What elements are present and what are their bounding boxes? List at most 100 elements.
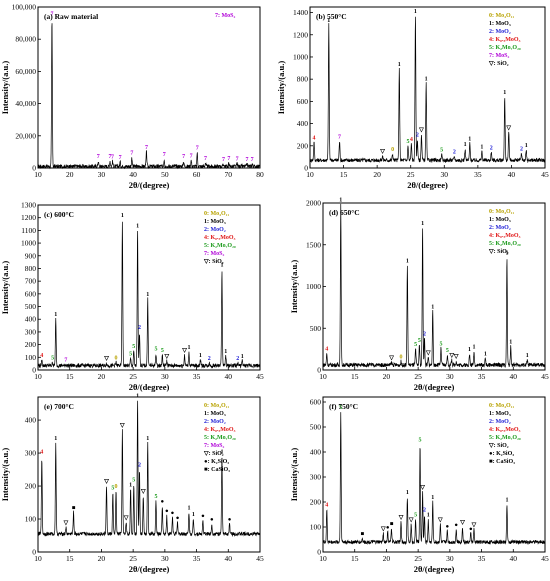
y-tick-label: 400 [310,448,322,457]
x-tick-label: 10 [34,170,42,179]
peak-label: 7 [222,157,225,163]
x-tick-label: 40 [225,554,233,563]
y-tick-label: 0 [304,164,308,173]
peak-label: 1 [505,498,508,504]
xrd-trace-a [37,23,261,170]
peak-label: 5 [154,494,157,500]
plot-frame [37,204,261,371]
peak-label: 5 [132,344,135,350]
peak-label: 2 [423,331,426,337]
peak-label: ▽ [408,518,414,524]
peak-label: 4 [40,353,43,359]
plot-frame [322,396,546,553]
peak-label: 7 [338,134,341,140]
peak-label: 4 [313,135,316,141]
peak-label: ● [469,526,473,532]
x-tick-label: 10 [319,554,327,563]
peak-label: ▽ [448,353,454,359]
x-tick-label: 35 [193,554,201,563]
y-tick-label: 100 [25,515,37,524]
x-tick-label: 30 [161,554,169,563]
peak-label: 7 [163,152,166,158]
x-tick-label: 30 [441,170,449,179]
peak-label: 1 [526,353,529,359]
peak-label: 1 [406,490,409,496]
peak-label: 1 [129,482,132,488]
peak-label: 7 [251,157,254,163]
peak-label: 7 [182,154,185,160]
peak-label: 1 [398,62,401,68]
legend-entry: 5: K₂Mo₇O₂₀ [204,243,236,249]
y-tick-label: 0 [32,164,36,173]
x-tick-label: 30 [98,170,106,179]
peak-label: 1 [146,292,149,298]
x-tick-label: 20 [66,170,74,179]
y-tick-label: 600 [310,398,322,407]
peak-label: 1 [468,347,471,353]
legend-entry: ▽: SiO₂ [488,61,509,67]
peak-label: 0 [115,355,118,361]
y-tick-label: 0 [32,548,36,557]
peak-label: ● [161,499,165,505]
y-tick-label: 1000 [293,52,308,61]
y-tick-label: 300 [310,473,322,482]
panel-title: (f) 750°C [329,402,358,411]
y-axis-title: Intensity/(a.u.) [0,261,10,315]
x-tick-label: 15 [351,372,359,381]
peak-label: ● [446,524,450,530]
peak-label: 2 [423,508,426,514]
peak-label: 7 [204,156,207,162]
y-tick-label: 2000 [306,199,321,208]
peak-label: ● [228,517,232,523]
peak-label: 5 [129,352,132,358]
legend-entry: 5: K₂Mo₇O₂₀ [489,241,521,247]
peak-label: ▽ [425,350,431,356]
peak-label: 1 [421,221,424,227]
x-tick-label: 35 [193,372,201,381]
legend-entry: 2: MoO₂ [489,419,511,425]
xrd-trace-c [37,221,261,369]
peak-label: 1 [187,345,190,351]
legend-entry: 5: K₂Mo₇O₂₀ [489,45,521,51]
plot-frame [309,6,546,169]
peak-label: ▽ [379,149,385,155]
y-tick-label: 200 [297,141,309,150]
peak-label: 7 [190,153,193,159]
x-tick-label: 40 [510,554,518,563]
legend-entry: ▽: SiO₂ [488,249,509,255]
peak-label: 2 [490,145,493,151]
legend-entry: ■: CaSiO₃ [489,459,515,465]
y-axis-title: Intensity/(a.u.) [289,448,299,502]
legend-entry: 7: MoS₂ [204,443,224,449]
legend-entry: 4: K₀.₃MoO₃ [489,427,521,433]
peak-label: 2 [138,325,141,331]
peak-label: 1 [425,77,428,83]
legend-entry: 1: MoO₃ [204,219,226,225]
x-tick-label: 35 [478,554,486,563]
y-tick-label: 100 [310,523,322,532]
peak-label: ▽ [459,520,465,526]
peak-label: 7 [227,156,230,162]
peak-label: ▽ [437,518,443,524]
xrd-trace-e [37,400,261,538]
peak-label: 1 [464,142,467,148]
y-tick-label: 700 [25,277,37,286]
x-tick-label: 20 [383,372,391,381]
legend-entry: 1: MoO₃ [489,217,511,223]
peak-label: 1 [427,513,430,519]
legend-entry: 7: MoS₂ [215,13,235,19]
peak-label: 5 [339,405,342,411]
peak-label: ■ [72,505,76,511]
x-tick-label: 15 [351,554,359,563]
panel-title: (d) 650°C [329,208,360,217]
y-tick-label: 0 [317,366,321,375]
peak-label: ● [176,515,180,521]
peak-label: 1 [431,305,434,311]
peak-label: 1 [505,250,508,256]
peak-label: ▽ [471,523,477,529]
x-tick-label: 50 [161,170,169,179]
x-tick-label: 25 [129,554,137,563]
x-tick-label: 20 [373,170,381,179]
